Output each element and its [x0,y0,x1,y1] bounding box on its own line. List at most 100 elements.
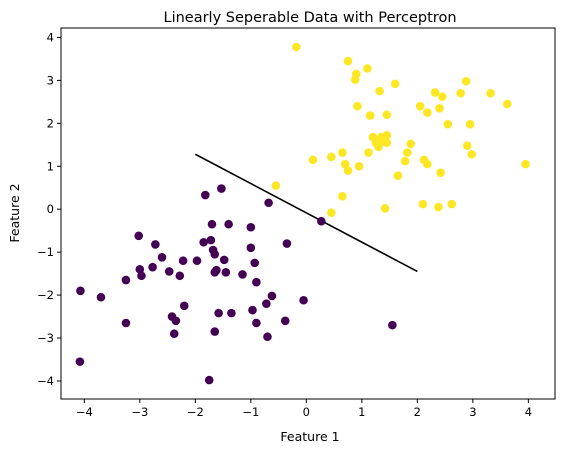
data-point-class-1 [343,166,353,175]
data-point-class-0 [137,271,146,281]
data-point-class-1 [382,131,392,140]
decision-boundary-line [194,153,418,273]
data-point-class-0 [219,255,229,265]
data-point-class-1 [502,99,512,109]
decision-boundary-layer [194,153,418,273]
y-tick-label: 4 [47,30,54,44]
y-tick-label: −2 [37,288,54,302]
data-point-class-1 [438,92,447,102]
data-point-class-1 [521,159,530,169]
data-point-class-1 [327,208,336,217]
data-point-class-0 [227,308,236,318]
plot-area [60,27,556,400]
y-tick-label: −1 [37,245,54,259]
y-tick-label: −3 [37,331,54,345]
data-point-class-1 [463,141,472,150]
data-point-class-1 [354,161,364,171]
data-point-class-0 [179,301,189,311]
data-point-class-0 [151,240,160,249]
data-point-class-1 [418,199,428,209]
data-point-class-1 [400,156,410,166]
data-point-class-0 [164,267,174,276]
data-point-class-1 [423,159,432,169]
data-point-class-1 [467,149,477,159]
data-point-class-0 [207,219,217,229]
data-point-class-0 [280,316,290,326]
x-axis: −4 −3 −2 −1 0 1 2 3 4 [76,399,532,419]
data-point-class-1 [406,139,415,149]
x-tick-label: −3 [131,405,148,419]
data-point-class-0 [212,265,221,275]
data-point-class-0 [388,320,397,330]
data-point-class-0 [246,243,256,253]
data-point-class-0 [217,184,226,193]
data-point-class-0 [252,277,261,287]
data-point-class-1 [403,148,412,157]
data-point-class-0 [171,316,181,326]
x-tick-label: 1 [358,405,365,419]
y-tick-label: 0 [47,202,54,216]
x-tick-label: 2 [414,405,421,419]
data-point-class-0 [135,265,145,274]
data-point-class-1 [423,108,432,117]
data-point-class-1 [430,88,440,97]
y-tick-label: 3 [47,73,54,87]
y-tick-label: −4 [37,374,54,388]
x-tick-label: 4 [525,405,532,419]
x-tick-label: −2 [187,405,204,419]
data-point-class-1 [435,103,444,113]
data-point-class-0 [263,332,272,342]
data-point-class-0 [121,318,131,328]
data-point-class-0 [75,357,85,366]
data-point-class-0 [264,198,273,208]
data-point-class-1 [271,181,281,190]
data-point-class-1 [465,119,475,129]
data-point-class-1 [340,159,350,169]
data-point-class-0 [238,270,247,279]
data-point-class-1 [456,88,465,98]
y-tick-label: 2 [47,116,54,130]
data-point-class-0 [267,291,277,301]
data-point-class-0 [76,286,85,296]
y-axis: −4 −3 −2 −1 0 1 2 3 4 [37,30,61,388]
data-point-class-1 [434,202,443,212]
data-point-class-0 [221,268,231,277]
data-point-class-1 [380,204,390,213]
data-point-class-0 [192,256,202,266]
data-point-class-1 [374,142,383,152]
data-point-class-0 [252,318,261,328]
data-point-class-0 [299,295,308,305]
data-point-class-0 [199,237,208,247]
data-point-class-0 [157,252,167,262]
y-tick-label: 1 [47,159,54,173]
data-point-class-0 [224,219,233,229]
data-point-class-1 [461,76,471,86]
data-point-class-1 [292,42,301,52]
data-point-class-0 [250,258,260,268]
data-point-class-1 [415,101,425,111]
points-layer [75,42,530,385]
x-tick-label: 0 [303,405,310,419]
data-point-class-1 [364,148,373,157]
x-axis-label: Feature 1 [280,429,339,444]
data-point-class-1 [375,86,384,96]
data-point-class-0 [134,231,144,241]
data-point-class-1 [308,155,318,165]
data-point-class-1 [382,138,392,147]
data-point-class-0 [248,305,257,315]
data-point-class-1 [382,110,392,120]
data-point-class-0 [204,375,214,385]
data-point-class-0 [178,256,188,266]
data-point-class-1 [390,79,400,89]
data-point-class-1 [486,88,495,98]
data-point-class-0 [148,262,157,272]
data-point-class-0 [317,216,326,226]
data-point-class-1 [327,152,336,162]
data-point-class-0 [210,249,220,259]
data-point-class-1 [447,199,457,209]
data-point-class-0 [262,299,271,308]
data-point-class-1 [393,171,403,181]
data-point-class-0 [169,329,179,339]
x-tick-label: −1 [242,405,259,419]
